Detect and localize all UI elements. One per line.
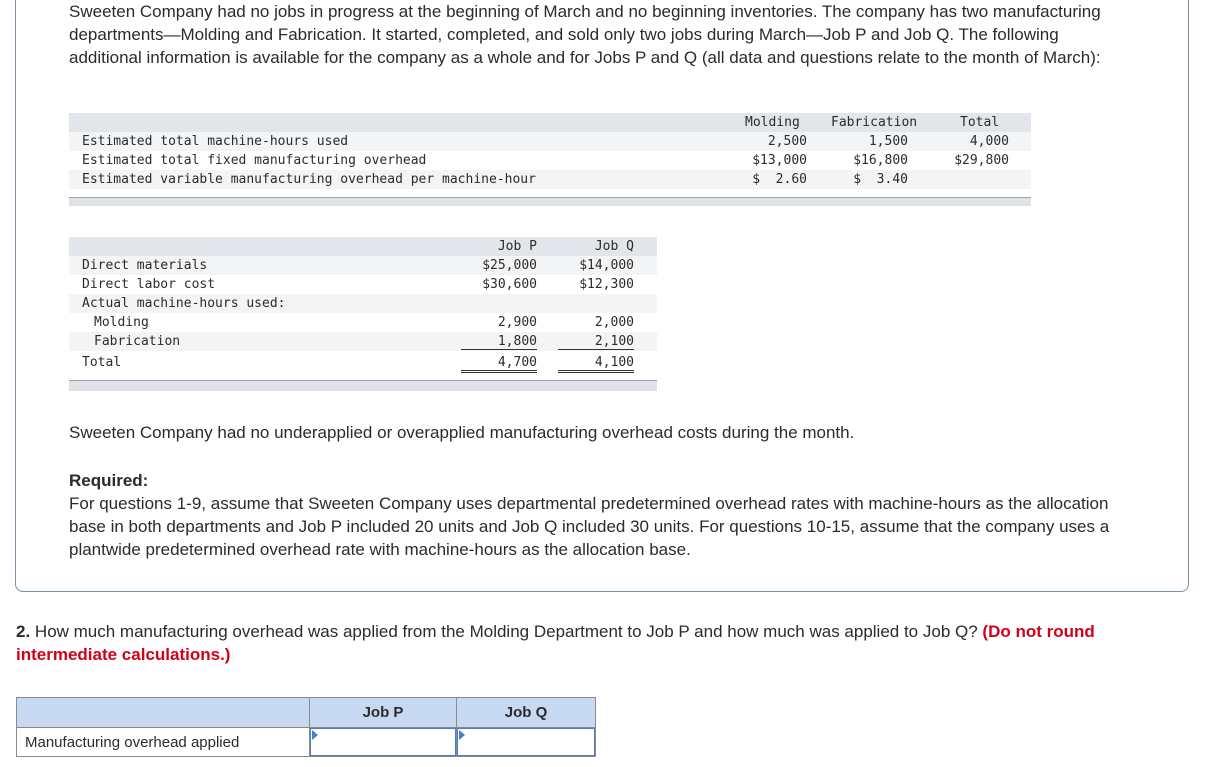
answer-row-label: Manufacturing overhead applied	[16, 727, 310, 757]
dept-row: Estimated total machine-hours used 2,500…	[69, 132, 1031, 151]
job-row-label: Molding	[94, 315, 149, 330]
job-value: 2,100	[558, 334, 634, 350]
job-row-label: Total	[82, 355, 122, 370]
job-row-label: Direct labor cost	[82, 277, 216, 292]
required-text: For questions 1-9, assume that Sweeten C…	[69, 494, 1110, 559]
question-body: How much manufacturing overhead was appl…	[30, 622, 983, 641]
note-text: Sweeten Company had no underapplied or o…	[69, 423, 855, 442]
question-text: 2. How much manufacturing overhead was a…	[16, 620, 1196, 666]
answer-row: Manufacturing overhead applied	[16, 727, 596, 757]
job-row: Fabrication 1,800 2,100	[69, 332, 657, 351]
job-row: Direct labor cost $30,600 $12,300	[69, 275, 657, 294]
dept-value: $16,800	[853, 153, 908, 168]
intro-text: Sweeten Company had no jobs in progress …	[69, 2, 1101, 67]
dept-row-label: Estimated variable manufacturing overhea…	[82, 172, 536, 187]
dept-row: Estimated total fixed manufacturing over…	[69, 151, 1031, 170]
dept-row-label: Estimated total fixed manufacturing over…	[82, 153, 427, 168]
dept-value: 1,500	[868, 134, 908, 149]
dept-row-label: Estimated total machine-hours used	[82, 134, 349, 149]
job-value: 1,800	[461, 334, 537, 350]
problem-panel	[15, 0, 1189, 592]
dept-value: 2,500	[767, 134, 807, 149]
job-row: Actual machine-hours used:	[69, 294, 657, 313]
answer-header-job-q: Job Q	[456, 697, 596, 728]
job-row: Total 4,700 4,100	[69, 353, 657, 373]
dept-value: $ 3.40	[853, 172, 908, 187]
dept-header-molding: Molding	[745, 115, 800, 130]
dept-row: Estimated variable manufacturing overhea…	[69, 170, 1031, 189]
dept-value: 4,000	[969, 134, 1009, 149]
answer-header-row: Job P Job Q	[16, 697, 596, 728]
question-number: 2.	[16, 622, 31, 641]
job-header-row: Job P Job Q	[69, 237, 657, 256]
dept-header-row: Molding Fabrication Total	[69, 113, 1031, 132]
job-row: Molding 2,900 2,000	[69, 313, 657, 332]
answer-cell-job-p	[309, 727, 457, 757]
dept-header-fabrication: Fabrication	[831, 115, 918, 130]
required-section: Required: For questions 1-9, assume that…	[69, 469, 1139, 561]
job-p-overhead-input[interactable]	[310, 728, 456, 756]
job-value: $25,000	[482, 258, 537, 273]
job-row-label: Fabrication	[94, 334, 181, 349]
dept-value: $29,800	[954, 153, 1009, 168]
dept-value: $13,000	[752, 153, 807, 168]
answer-header-blank	[16, 697, 310, 728]
input-flag-icon	[459, 730, 465, 740]
job-value: 4,700	[461, 355, 537, 373]
input-flag-icon	[312, 730, 318, 740]
dept-header-total: Total	[960, 115, 1000, 130]
job-row-label: Direct materials	[82, 258, 208, 273]
job-value: $12,300	[579, 277, 634, 292]
job-header-p: Job P	[497, 239, 537, 254]
dept-value: $ 2.60	[752, 172, 807, 187]
job-row: Direct materials $25,000 $14,000	[69, 256, 657, 275]
job-header-q: Job Q	[594, 239, 634, 254]
table-bottom-bar	[69, 380, 657, 391]
job-q-overhead-input[interactable]	[457, 728, 595, 756]
job-row-label: Actual machine-hours used:	[82, 296, 286, 311]
job-value: 4,100	[558, 355, 634, 373]
question-hint: (Do not round intermediate calculations.…	[16, 622, 1095, 664]
answer-cell-job-q	[456, 727, 596, 757]
table-bottom-bar	[69, 197, 1031, 206]
required-title: Required:	[69, 471, 149, 490]
job-value: 2,000	[594, 315, 634, 330]
answer-header-job-p: Job P	[309, 697, 457, 728]
job-value: $30,600	[482, 277, 537, 292]
answer-table: Job P Job Q Manufacturing overhead appli…	[16, 697, 596, 757]
job-value: $14,000	[579, 258, 634, 273]
job-value: 2,900	[497, 315, 537, 330]
